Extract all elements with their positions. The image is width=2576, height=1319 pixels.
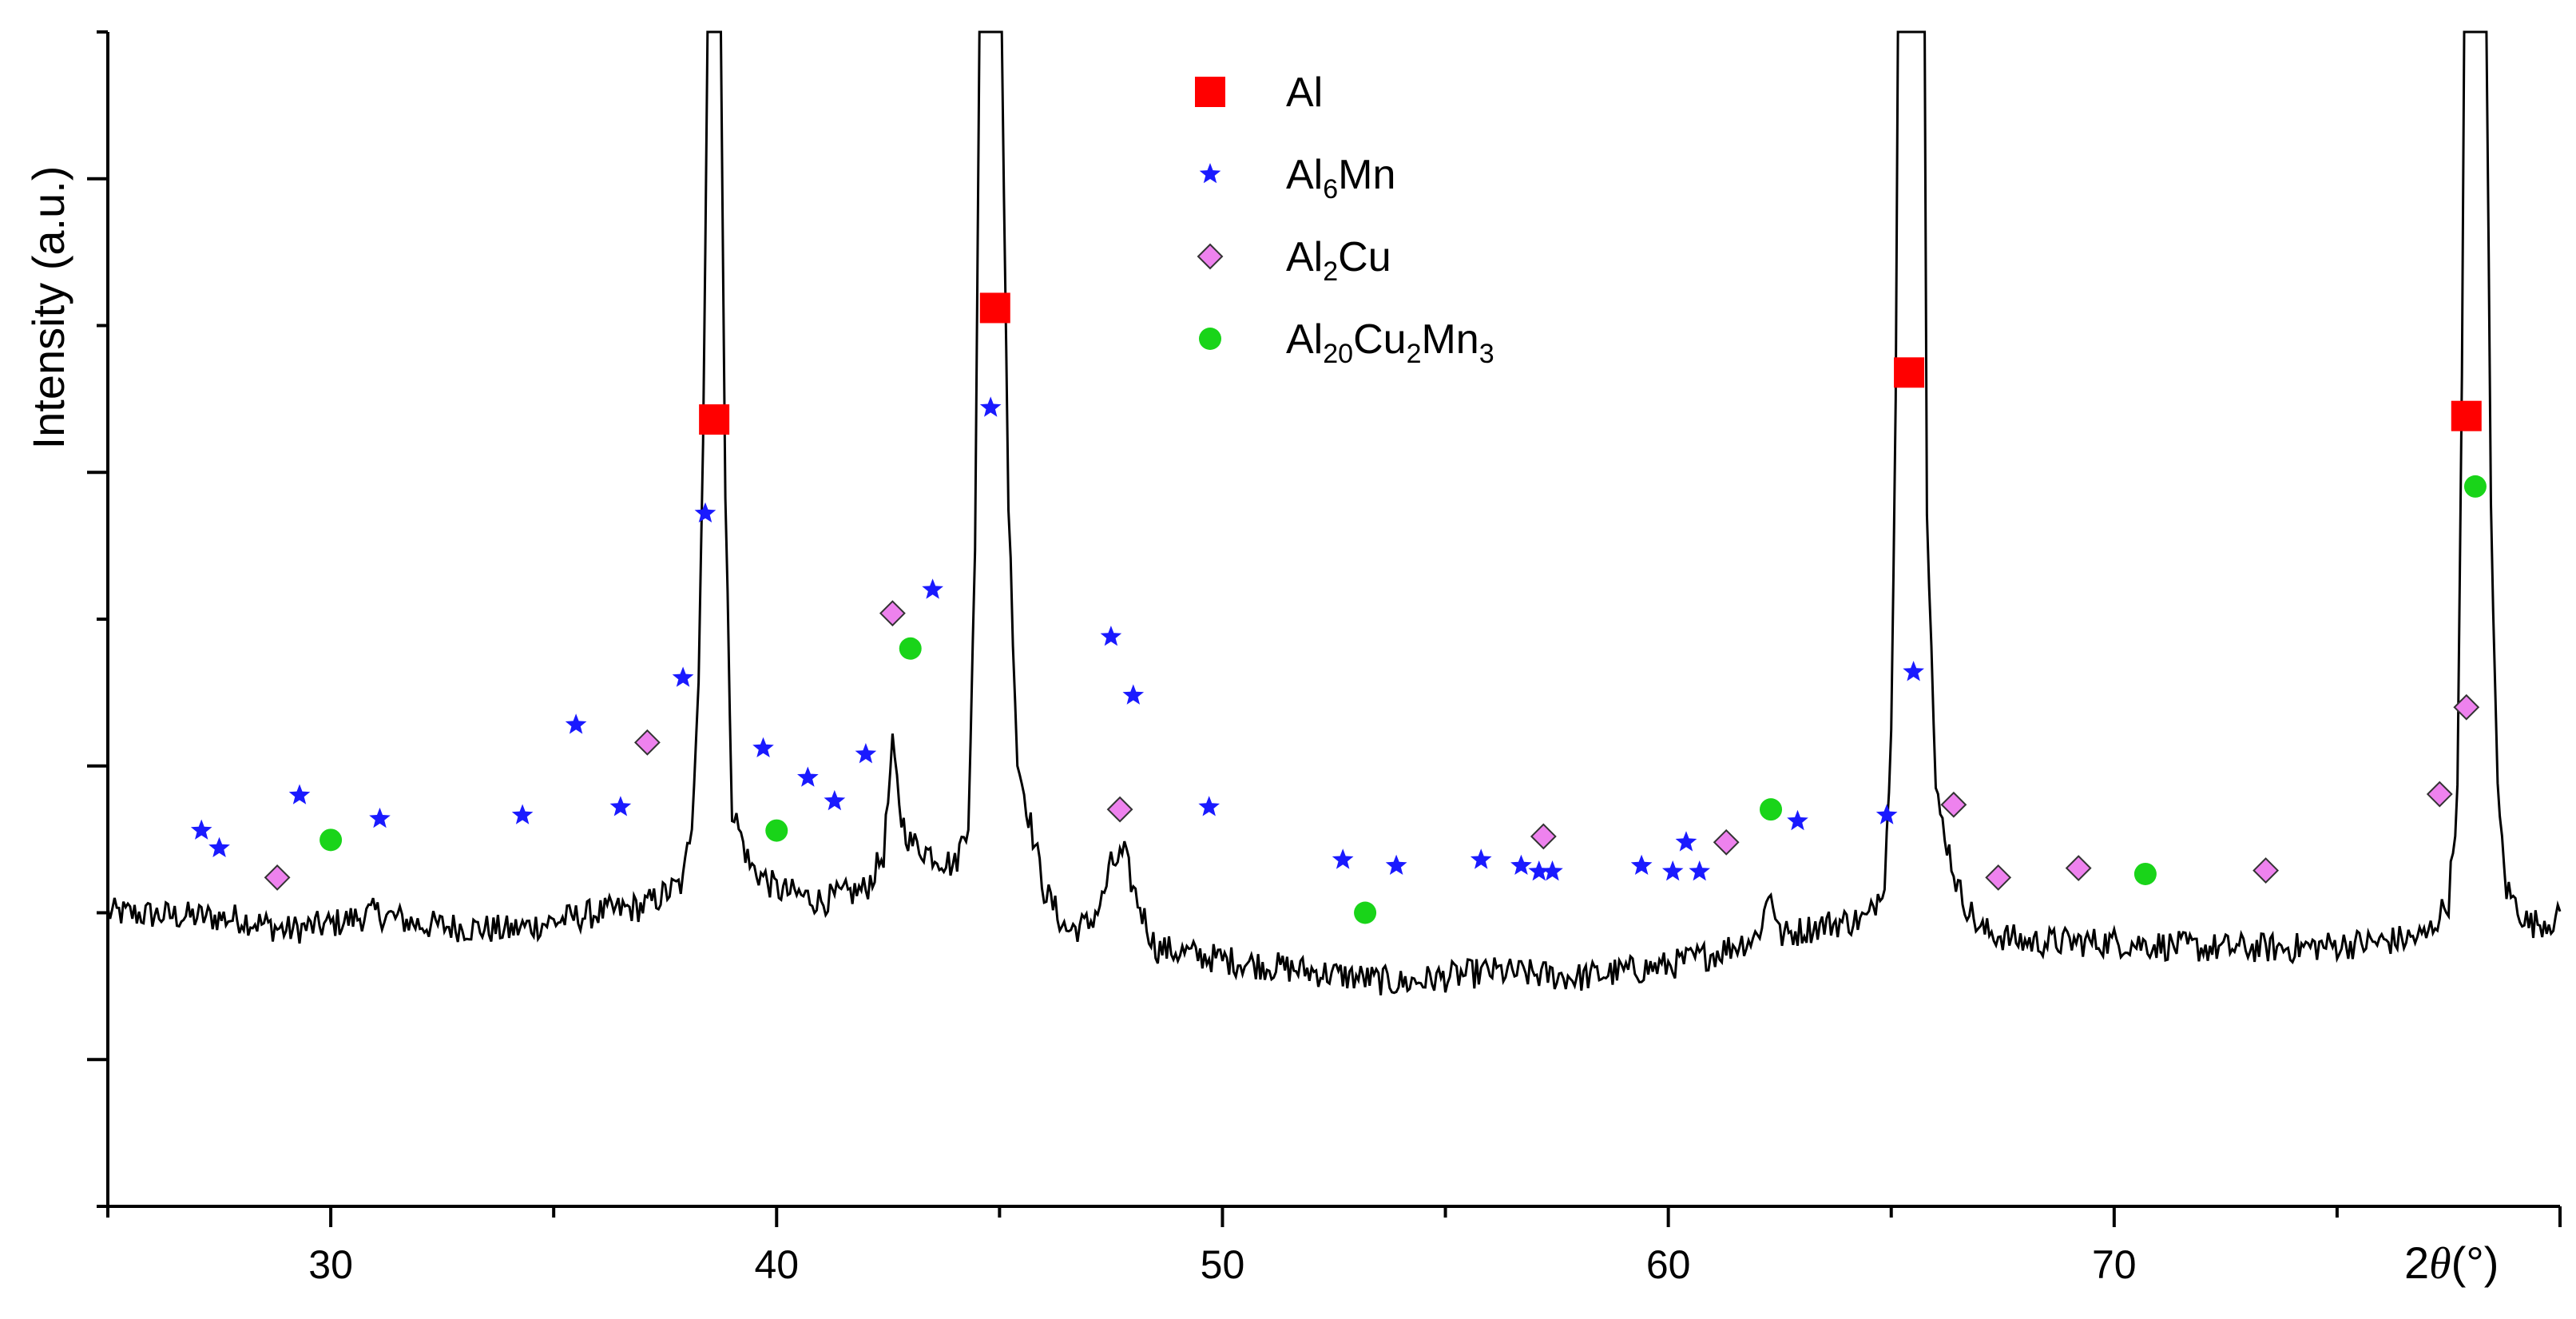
marker-Al2Cu: [2253, 857, 2280, 884]
marker-Al20Cu2Mn3: [899, 637, 922, 660]
x-axis-title-unit: (°): [2451, 1238, 2499, 1288]
star-marker-icon: [1199, 163, 1221, 184]
marker-Al6Mn: [1875, 804, 1898, 824]
marker-Al2Cu: [2426, 781, 2453, 808]
marker-Al: [1894, 357, 1925, 388]
marker-Al2Cu: [1985, 864, 2012, 891]
marker-Al20Cu2Mn3: [320, 828, 343, 852]
marker-Al6Mn: [797, 766, 819, 787]
marker-Al6Mn: [824, 789, 846, 811]
marker-Al20Cu2Mn3: [2463, 475, 2487, 498]
y-axis-title: Intensity (a.u.): [23, 166, 73, 450]
marker-Al2Cu: [264, 864, 291, 891]
xrd-pattern-line: [106, 30, 2562, 995]
marker-Al6Mn: [1332, 848, 1354, 869]
x-tick-label: 50: [1201, 1242, 1245, 1287]
phase-markers: [190, 292, 2487, 924]
marker-Al2Cu: [879, 600, 906, 627]
marker-Al2Cu: [1530, 823, 1557, 850]
marker-Al20Cu2Mn3: [1354, 901, 1377, 924]
marker-Al6Mn: [1528, 860, 1550, 881]
marker-Al6Mn: [1689, 860, 1710, 881]
marker-Al6Mn: [1675, 831, 1697, 852]
marker-Al6Mn: [1510, 854, 1532, 875]
marker-Al6Mn: [1385, 854, 1407, 875]
x-tick-label: 40: [754, 1242, 799, 1287]
x-axis-title-theta: θ: [2429, 1239, 2451, 1289]
marker-Al6Mn: [672, 666, 694, 687]
marker-Al6Mn: [979, 396, 1002, 417]
plot-frame: 30 40 50 60 70: [87, 30, 2562, 1287]
legend-label-Al2Cu: Al2Cu: [1286, 234, 1391, 287]
marker-Al6Mn: [1470, 848, 1492, 869]
x-tick-label: 30: [308, 1242, 353, 1287]
circle-marker-icon: [1199, 328, 1221, 350]
marker-Al6Mn: [288, 784, 311, 805]
marker-Al: [979, 292, 1010, 324]
legend-label-Al: Al: [1286, 70, 1323, 116]
x-axis-title-prefix: 2: [2404, 1238, 2429, 1288]
marker-Al6Mn: [1100, 626, 1122, 646]
marker-Al6Mn: [208, 836, 230, 857]
marker-Al6Mn: [511, 804, 534, 824]
marker-Al6Mn: [1630, 854, 1653, 875]
marker-Al2Cu: [633, 729, 661, 756]
marker-Al2Cu: [1940, 791, 1967, 818]
marker-Al20Cu2Mn3: [765, 819, 788, 842]
marker-Al6Mn: [752, 737, 774, 757]
marker-Al2Cu: [2453, 693, 2480, 721]
marker-Al: [699, 404, 730, 435]
square-marker-icon: [1195, 77, 1225, 107]
marker-Al6Mn: [565, 713, 587, 734]
marker-Al6Mn: [855, 743, 877, 764]
marker-Al6Mn: [1661, 860, 1684, 881]
marker-Al6Mn: [1198, 796, 1220, 816]
marker-Al2Cu: [1106, 796, 1133, 823]
marker-Al6Mn: [369, 807, 391, 828]
marker-Al6Mn: [190, 819, 212, 840]
marker-Al2Cu: [2065, 855, 2092, 882]
marker-Al6Mn: [1122, 684, 1145, 705]
marker-Al6Mn: [1903, 661, 1924, 681]
x-tick-label: 70: [2092, 1242, 2137, 1287]
marker-Al: [2451, 400, 2482, 431]
x-tick-label: 60: [1646, 1242, 1691, 1287]
legend: Al Al6Mn Al2Cu Al20Cu2Mn3: [1195, 70, 1494, 369]
legend-label-Al20Cu2Mn3: Al20Cu2Mn3: [1286, 316, 1494, 369]
marker-Al6Mn: [1542, 860, 1563, 881]
legend-label-Al6Mn: Al6Mn: [1286, 152, 1395, 205]
marker-Al6Mn: [922, 578, 943, 599]
diamond-marker-icon: [1197, 243, 1224, 270]
marker-Al6Mn: [1787, 809, 1808, 831]
marker-Al20Cu2Mn3: [2133, 862, 2157, 885]
marker-Al6Mn: [609, 796, 632, 816]
marker-Al2Cu: [1713, 828, 1740, 856]
x-axis-title: 2θ(°): [2404, 1238, 2499, 1289]
marker-Al6Mn: [694, 502, 716, 522]
marker-Al20Cu2Mn3: [1760, 798, 1783, 821]
